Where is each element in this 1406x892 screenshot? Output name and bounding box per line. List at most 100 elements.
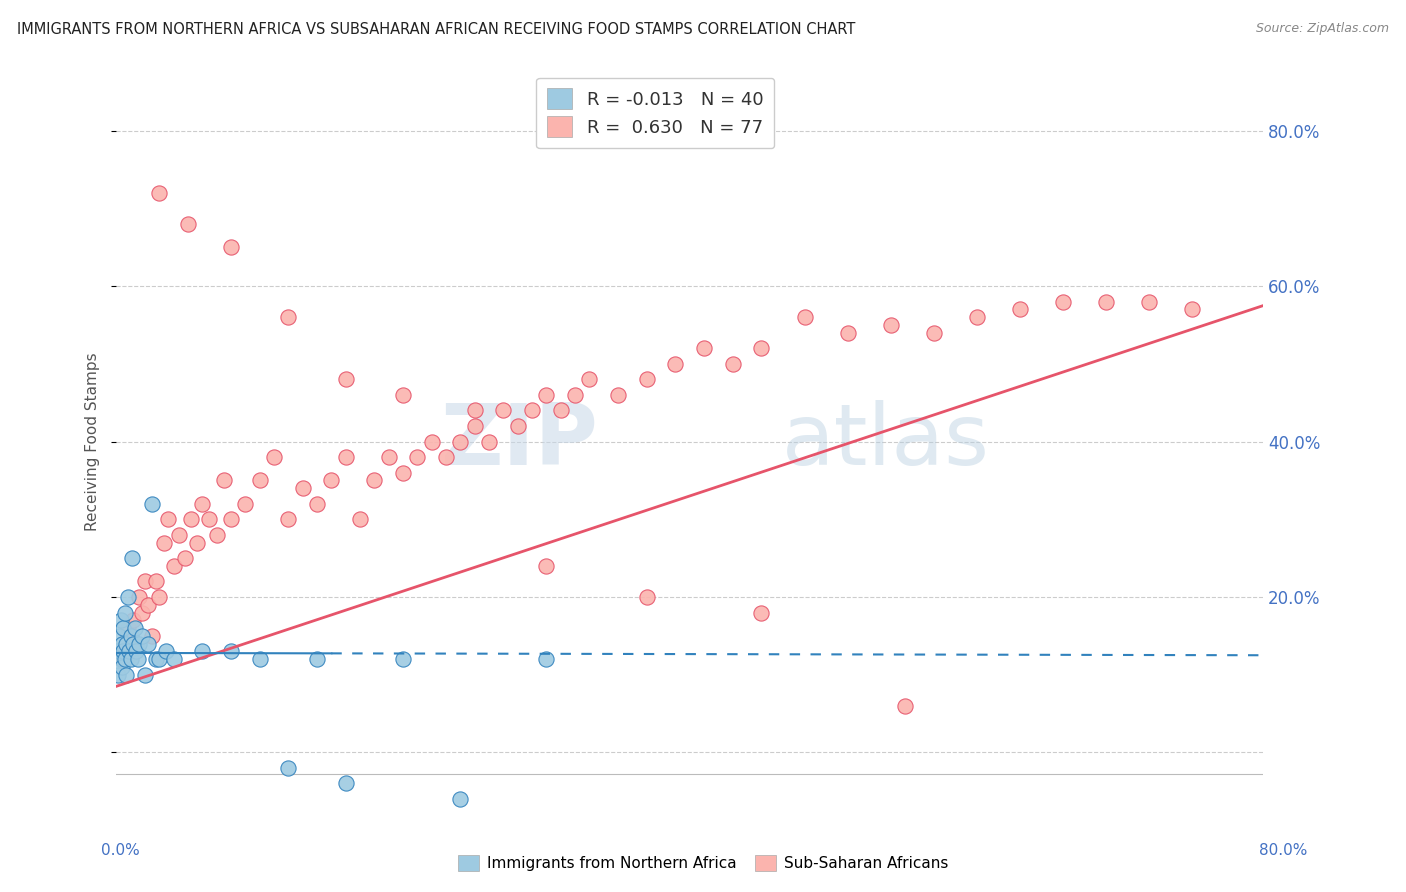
Point <box>449 434 471 449</box>
Point <box>434 450 457 464</box>
Point <box>464 419 486 434</box>
Text: ZIP: ZIP <box>440 400 598 483</box>
Text: atlas: atlas <box>782 400 990 483</box>
Point <box>219 644 242 658</box>
Point <box>263 450 285 464</box>
Point <box>134 667 156 681</box>
Point <box>233 497 256 511</box>
Point <box>145 574 167 589</box>
Point <box>492 403 515 417</box>
Point <box>131 606 153 620</box>
Point <box>721 357 744 371</box>
Legend: Immigrants from Northern Africa, Sub-Saharan Africans: Immigrants from Northern Africa, Sub-Sah… <box>451 849 955 877</box>
Point <box>249 652 271 666</box>
Point <box>636 372 658 386</box>
Point <box>392 466 415 480</box>
Legend: R = -0.013   N = 40, R =  0.630   N = 77: R = -0.013 N = 40, R = 0.630 N = 77 <box>536 78 775 148</box>
Point <box>110 652 132 666</box>
Point <box>136 637 159 651</box>
Point <box>115 637 138 651</box>
Text: Source: ZipAtlas.com: Source: ZipAtlas.com <box>1256 22 1389 36</box>
Point <box>111 652 134 666</box>
Point <box>520 403 543 417</box>
Point <box>277 512 299 526</box>
Point <box>125 637 148 651</box>
Point <box>636 590 658 604</box>
Point <box>108 629 131 643</box>
Point <box>128 590 150 604</box>
Point <box>128 637 150 651</box>
Point <box>191 644 214 658</box>
Point <box>127 652 149 666</box>
Point <box>894 698 917 713</box>
Point <box>205 528 228 542</box>
Point <box>219 512 242 526</box>
Point <box>122 637 145 651</box>
Point <box>121 551 143 566</box>
Point <box>124 621 146 635</box>
Point <box>277 310 299 325</box>
Point <box>186 535 208 549</box>
Point <box>120 652 142 666</box>
Point <box>693 341 716 355</box>
Text: 80.0%: 80.0% <box>1260 843 1308 857</box>
Point <box>125 644 148 658</box>
Point <box>607 388 630 402</box>
Point <box>120 629 142 643</box>
Point <box>922 326 945 340</box>
Point <box>1094 294 1116 309</box>
Y-axis label: Receiving Food Stamps: Receiving Food Stamps <box>86 352 100 531</box>
Point <box>198 512 221 526</box>
Point <box>107 667 129 681</box>
Point <box>793 310 815 325</box>
Point <box>156 512 179 526</box>
Point <box>136 598 159 612</box>
Point <box>219 240 242 254</box>
Point <box>536 388 558 402</box>
Point <box>291 481 314 495</box>
Point <box>966 310 988 325</box>
Point <box>191 497 214 511</box>
Point <box>506 419 529 434</box>
Point <box>114 652 136 666</box>
Point <box>837 326 859 340</box>
Point <box>420 434 443 449</box>
Point <box>464 403 486 417</box>
Point <box>148 652 170 666</box>
Point <box>335 450 357 464</box>
Point <box>305 652 328 666</box>
Point <box>349 512 371 526</box>
Point <box>212 474 235 488</box>
Point <box>117 590 139 604</box>
Point <box>111 637 134 651</box>
Point <box>111 660 134 674</box>
Point <box>363 474 385 488</box>
Point <box>120 629 142 643</box>
Point <box>155 644 177 658</box>
Point <box>1008 302 1031 317</box>
Point <box>114 644 136 658</box>
Point <box>1052 294 1074 309</box>
Point <box>148 186 170 200</box>
Point <box>550 403 572 417</box>
Point <box>174 551 197 566</box>
Text: 0.0%: 0.0% <box>101 843 141 857</box>
Point <box>377 450 399 464</box>
Point <box>114 606 136 620</box>
Point <box>177 217 200 231</box>
Point <box>321 474 343 488</box>
Point <box>115 667 138 681</box>
Point <box>134 574 156 589</box>
Point <box>664 357 686 371</box>
Point <box>180 512 202 526</box>
Point <box>335 372 357 386</box>
Point <box>249 474 271 488</box>
Point <box>1137 294 1160 309</box>
Point <box>449 792 471 806</box>
Point <box>392 388 415 402</box>
Point <box>169 528 191 542</box>
Point <box>110 613 132 627</box>
Point <box>112 644 135 658</box>
Point <box>141 497 163 511</box>
Point <box>564 388 586 402</box>
